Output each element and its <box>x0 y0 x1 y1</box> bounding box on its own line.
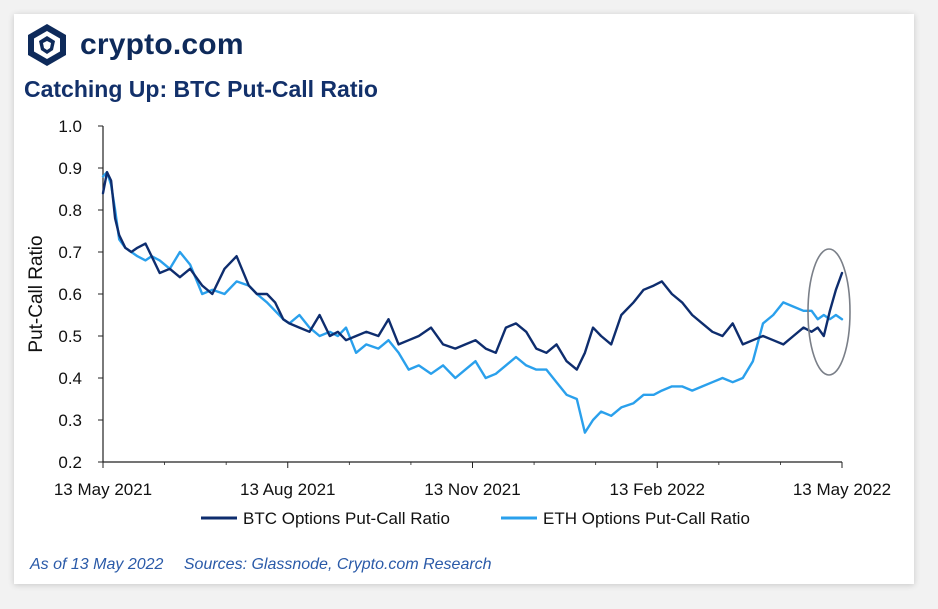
x-tick-label: 13 May 2021 <box>54 480 152 499</box>
x-tick-label: 13 Nov 2021 <box>424 480 520 499</box>
y-tick-label: 0.7 <box>58 243 82 262</box>
series-line-btc <box>101 170 844 371</box>
x-tick-label: 13 Feb 2022 <box>610 480 705 499</box>
chart-legend: BTC Options Put-Call Ratio ETH Options Pu… <box>201 509 750 528</box>
data-sources: Sources: Glassnode, Crypto.com Research <box>183 556 492 573</box>
y-tick-label: 0.5 <box>58 327 82 346</box>
x-tick-label: 13 Aug 2021 <box>240 480 335 499</box>
brand-logo: crypto.com <box>24 22 244 68</box>
series-line-eth <box>101 170 844 434</box>
x-tick-label: 13 May 2022 <box>793 480 891 499</box>
y-axis-label: Put-Call Ratio <box>26 235 47 352</box>
chart-series <box>101 170 844 434</box>
chart-axes: 1.0 0.9 0.8 0.7 0.6 0.5 0.4 0.3 0.2 13 May 2021 13… <box>54 117 891 499</box>
crypto-com-lion-icon <box>28 24 66 66</box>
y-tick-label: 0.3 <box>58 411 82 430</box>
legend-label: BTC Options Put-Call Ratio <box>243 509 450 528</box>
y-tick-label: 0.4 <box>58 369 82 388</box>
footer-note: As of 13 May 2022 Sources: Glassnode, Cr… <box>30 556 492 574</box>
y-tick-label: 0.8 <box>58 201 82 220</box>
y-tick-label: 0.9 <box>58 159 82 178</box>
as-of-date: As of 13 May 2022 <box>30 556 164 573</box>
chart-title: Catching Up: BTC Put-Call Ratio <box>24 76 378 102</box>
chart-card <box>14 14 914 584</box>
y-tick-label: 0.6 <box>58 285 82 304</box>
highlight-ellipse <box>807 248 851 376</box>
y-tick-label: 1.0 <box>58 117 82 136</box>
y-tick-label: 0.2 <box>58 453 82 472</box>
brand-name: crypto.com <box>80 28 244 61</box>
legend-label: ETH Options Put-Call Ratio <box>543 509 750 528</box>
